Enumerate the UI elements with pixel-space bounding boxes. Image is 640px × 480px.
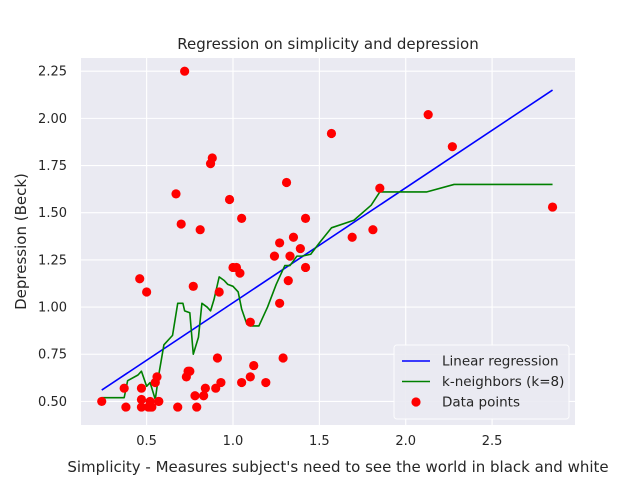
data-point	[245, 317, 255, 327]
y-tick-label: 2.00	[38, 112, 67, 127]
data-point	[180, 66, 190, 76]
data-point	[245, 372, 255, 382]
data-point	[136, 383, 147, 393]
y-tick-label: 1.25	[38, 253, 67, 268]
data-point	[326, 128, 337, 139]
x-tick-label: 2.0	[395, 434, 416, 449]
y-tick-label: 1.75	[38, 159, 67, 174]
data-point	[136, 402, 147, 412]
data-point	[283, 276, 293, 286]
y-tick-label: 0.75	[38, 348, 67, 363]
data-point	[278, 353, 288, 363]
data-point	[176, 219, 186, 229]
data-point	[275, 298, 285, 308]
x-tick-label: 0.5	[136, 434, 157, 449]
data-point	[147, 402, 157, 412]
data-point	[142, 287, 152, 297]
data-point	[188, 281, 198, 291]
data-point	[190, 391, 200, 401]
data-point	[347, 232, 357, 242]
data-point	[216, 377, 226, 388]
legend-label: Data points	[442, 395, 520, 411]
data-point	[237, 377, 247, 388]
data-point	[300, 262, 311, 273]
data-point	[285, 251, 295, 261]
data-point	[423, 110, 433, 120]
data-point	[173, 402, 183, 412]
data-point	[269, 251, 280, 261]
x-axis-label: Simplicity - Measures subject's need to …	[67, 458, 608, 476]
data-point	[192, 402, 202, 412]
data-point	[261, 377, 271, 388]
legend-swatch	[411, 397, 421, 407]
chart-title: Regression on simplicity and depression	[177, 35, 478, 53]
y-tick-label: 2.25	[38, 65, 67, 80]
data-point	[199, 391, 209, 401]
legend-label: Linear regression	[442, 354, 559, 370]
legend-label: k-neighbors (k=8)	[442, 374, 564, 390]
y-tick-label: 0.50	[38, 395, 67, 410]
data-point	[195, 225, 205, 235]
data-point	[235, 268, 245, 278]
data-point	[281, 177, 292, 188]
legend-box	[393, 344, 570, 420]
data-point	[185, 366, 195, 376]
data-point	[97, 396, 107, 407]
series-layer	[97, 66, 558, 412]
linear-regression-line	[101, 89, 553, 391]
data-point	[212, 353, 223, 363]
data-point	[275, 238, 285, 248]
data-point	[207, 153, 217, 163]
data-point	[214, 287, 224, 297]
data-point	[249, 360, 259, 371]
data-point	[224, 194, 235, 205]
legend: Linear regression k-neighbors (k=8) Data p…	[393, 344, 570, 420]
data-point	[368, 225, 378, 235]
data-point	[119, 383, 129, 393]
data-point	[152, 372, 162, 382]
data-point	[288, 232, 299, 242]
data-point	[200, 383, 210, 393]
y-axis-label: Depression (Beck)	[12, 173, 30, 310]
tick-labels: 0.5 1.0 1.5 2.0 2.5 0.50 0.75 1.00 1.25 1.50 1.75 2…	[38, 65, 502, 449]
data-point	[154, 396, 164, 407]
y-tick-label: 1.50	[38, 206, 67, 221]
data-point	[375, 183, 385, 193]
data-point	[300, 213, 311, 223]
data-point	[295, 243, 305, 254]
data-point	[237, 213, 247, 223]
x-tick-label: 2.5	[482, 434, 503, 449]
data-point	[121, 402, 131, 412]
x-tick-label: 1.0	[223, 434, 244, 449]
data-point	[171, 189, 181, 199]
y-tick-label: 1.00	[38, 301, 67, 316]
data-point	[136, 394, 147, 405]
data-point	[135, 274, 145, 284]
x-tick-label: 1.5	[309, 434, 330, 449]
data-point	[447, 142, 457, 152]
data-point	[547, 202, 558, 212]
